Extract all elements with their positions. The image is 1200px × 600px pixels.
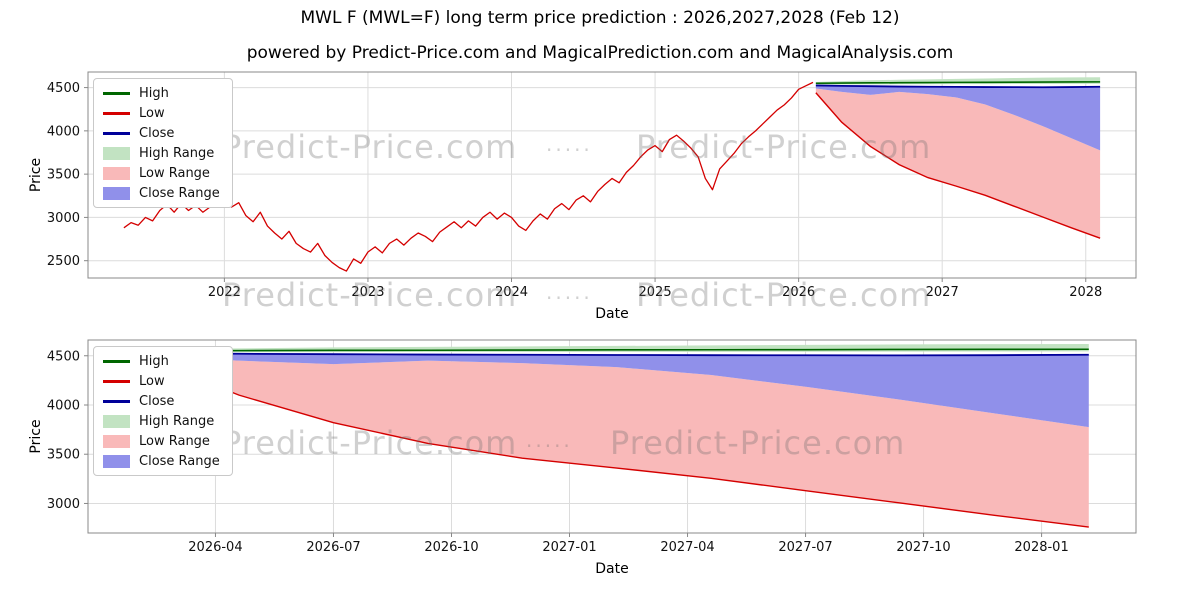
legend-item: Low: [103, 105, 220, 121]
legend-label: Low Range: [139, 165, 210, 181]
legend-swatch-line: [103, 111, 130, 115]
legend-swatch-patch: [103, 166, 130, 180]
x-tick-label: 2026-07: [306, 540, 360, 555]
legend-item: Low: [103, 373, 220, 389]
page-subtitle: powered by Predict-Price.com and Magical…: [246, 43, 954, 63]
close-range-band: [154, 353, 1089, 428]
legend-label: High: [139, 353, 169, 369]
x-tick-label: 2027: [926, 285, 959, 300]
history-price-line: [123, 81, 814, 272]
low-range-band: [815, 88, 1101, 239]
top-chart-legend: High Low Close High Range Low Range Close Ran…: [93, 78, 233, 208]
legend-swatch-line: [103, 359, 130, 363]
forecast-low-line: [153, 361, 1089, 528]
bottom-chart: 2026-04 2026-07 2026-10 2027-01 2027-04 2027-…: [28, 339, 1137, 577]
y-tick-label: 3000: [47, 497, 80, 512]
legend-item: Close: [103, 125, 220, 141]
legend-item: High Range: [103, 145, 220, 161]
legend-label: Low Range: [139, 433, 210, 449]
legend-item: Low Range: [103, 165, 220, 181]
x-tick-label: 2023: [351, 285, 384, 300]
legend-swatch-line: [103, 399, 130, 403]
y-tick-label: 3500: [47, 448, 80, 463]
legend-label: Low: [139, 373, 165, 389]
y-tick-label: 4000: [47, 124, 80, 139]
legend-label: Close Range: [139, 453, 220, 469]
legend-item: Close Range: [103, 185, 220, 201]
x-axis-label: Date: [595, 561, 628, 577]
legend-swatch-patch: [103, 434, 130, 448]
y-tick-label: 4500: [47, 349, 80, 364]
close-range-band: [815, 85, 1101, 151]
legend-item: High Range: [103, 413, 220, 429]
plot-border: [87, 339, 1137, 534]
forecast-high-line: [815, 81, 1101, 85]
y-tick-label: 4500: [47, 81, 80, 96]
y-tick-label: 3500: [47, 168, 80, 183]
y-tick-label: 2500: [47, 254, 80, 269]
legend-swatch-line: [103, 91, 130, 95]
top-chart: 2022 2023 2024 2025 2026 2027 2028 2500 3000 3500…: [28, 71, 1137, 322]
forecast-close-line: [815, 84, 1101, 89]
legend-label: High Range: [139, 145, 215, 161]
legend-swatch-patch: [103, 414, 130, 428]
legend-swatch-patch: [103, 186, 130, 200]
y-axis-label: Price: [28, 158, 44, 192]
forecast-close-line: [154, 352, 1089, 357]
forecast-low-line: [815, 92, 1101, 239]
legend-item: Low Range: [103, 433, 220, 449]
legend-label: Close: [139, 125, 175, 141]
x-tick-label: 2027-01: [542, 540, 596, 555]
x-tick-label: 2027-10: [896, 540, 950, 555]
x-tick-label: 2027-07: [778, 540, 832, 555]
x-tick-label: 2026-04: [188, 540, 242, 555]
low-range-band: [154, 356, 1089, 528]
x-tick-label: 2028-01: [1014, 540, 1068, 555]
legend-label: High: [139, 85, 169, 101]
plot-border: [87, 71, 1137, 279]
legend-item: Close: [103, 393, 220, 409]
x-tick-label: 2028: [1069, 285, 1102, 300]
x-tick-label: 2027-04: [660, 540, 714, 555]
x-tick-label: 2022: [208, 285, 241, 300]
legend-swatch-line: [103, 131, 130, 135]
x-tick-label: 2026: [782, 285, 815, 300]
legend-item: High: [103, 85, 220, 101]
y-tick-label: 3000: [47, 211, 80, 226]
legend-swatch-line: [103, 379, 130, 383]
legend-label: High Range: [139, 413, 215, 429]
legend-item: High: [103, 353, 220, 369]
legend-item: Close Range: [103, 453, 220, 469]
x-tick-label: 2024: [495, 285, 528, 300]
legend-swatch-patch: [103, 146, 130, 160]
legend-label: Low: [139, 105, 165, 121]
y-tick-label: 4000: [47, 398, 80, 413]
bottom-chart-legend: High Low Close High Range Low Range Close Ran…: [93, 346, 233, 476]
x-tick-label: 2025: [639, 285, 672, 300]
x-axis-label: Date: [595, 306, 628, 322]
forecast-high-line: [154, 348, 1089, 352]
y-axis-label: Price: [28, 419, 44, 453]
page-title: MWL F (MWL=F) long term price prediction…: [300, 8, 900, 28]
legend-swatch-patch: [103, 454, 130, 468]
legend-label: Close: [139, 393, 175, 409]
legend-label: Close Range: [139, 185, 220, 201]
x-tick-label: 2026-10: [424, 540, 478, 555]
